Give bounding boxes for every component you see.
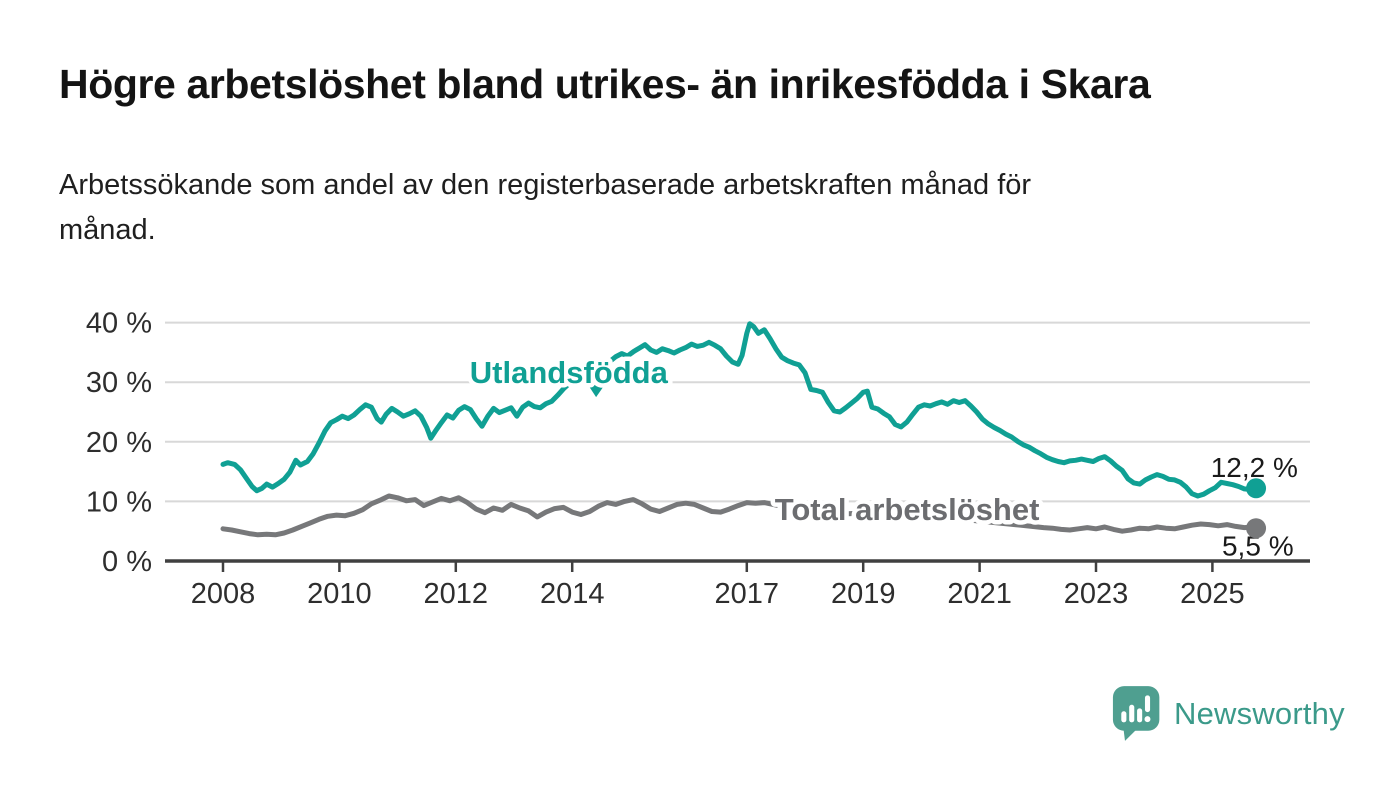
chart-title: Högre arbetslöshet bland utrikes- än inr… xyxy=(59,61,1151,107)
series-line-utlandsf-dda xyxy=(220,321,1259,499)
series-label-total: Total arbetslöshet xyxy=(775,492,1040,527)
x-tick-label: 2012 xyxy=(424,578,489,610)
end-value-utlandsfodda: 12,2 % xyxy=(1211,452,1298,483)
line-chart: 0 % 10 % 20 % 30 % 40 % 2008 2010 2012 2014 2017 2… xyxy=(86,308,1310,610)
chart-subtitle-line-1: Arbetssökande som andel av den registerb… xyxy=(59,169,1032,201)
y-tick-label: 40 % xyxy=(86,308,152,340)
y-tick-label: 0 % xyxy=(102,546,152,578)
x-tick-label: 2021 xyxy=(947,578,1012,610)
y-tick-label: 20 % xyxy=(86,427,152,459)
end-dot-utlandsf-dda xyxy=(1246,478,1267,499)
end-dot-total-arbetsl-shet xyxy=(1246,518,1267,539)
branding: Newsworthy xyxy=(1112,684,1345,744)
branding-name: Newsworthy xyxy=(1174,696,1345,731)
x-tick-label: 2014 xyxy=(540,578,605,610)
series-label-utlandsfodda: Utlandsfödda xyxy=(470,355,669,390)
y-tick-label: 10 % xyxy=(86,486,152,518)
chart-subtitle-line-2: månad. xyxy=(59,214,156,246)
x-tick-label: 2023 xyxy=(1064,578,1129,610)
series-line-total-arbetsl-shet xyxy=(220,493,1259,538)
x-tick-label: 2017 xyxy=(715,578,780,610)
x-tick-label: 2010 xyxy=(307,578,372,610)
y-tick-label: 30 % xyxy=(86,367,152,399)
newsworthy-logo-icon xyxy=(1112,686,1160,741)
x-tick-label: 2019 xyxy=(831,578,896,610)
chart-subtitle: Arbetssökande som andel av den registerb… xyxy=(59,163,1031,253)
label-pointer-arrow-icon xyxy=(587,384,605,398)
x-tick-label: 2025 xyxy=(1180,578,1245,610)
x-tick-label: 2008 xyxy=(191,578,256,610)
